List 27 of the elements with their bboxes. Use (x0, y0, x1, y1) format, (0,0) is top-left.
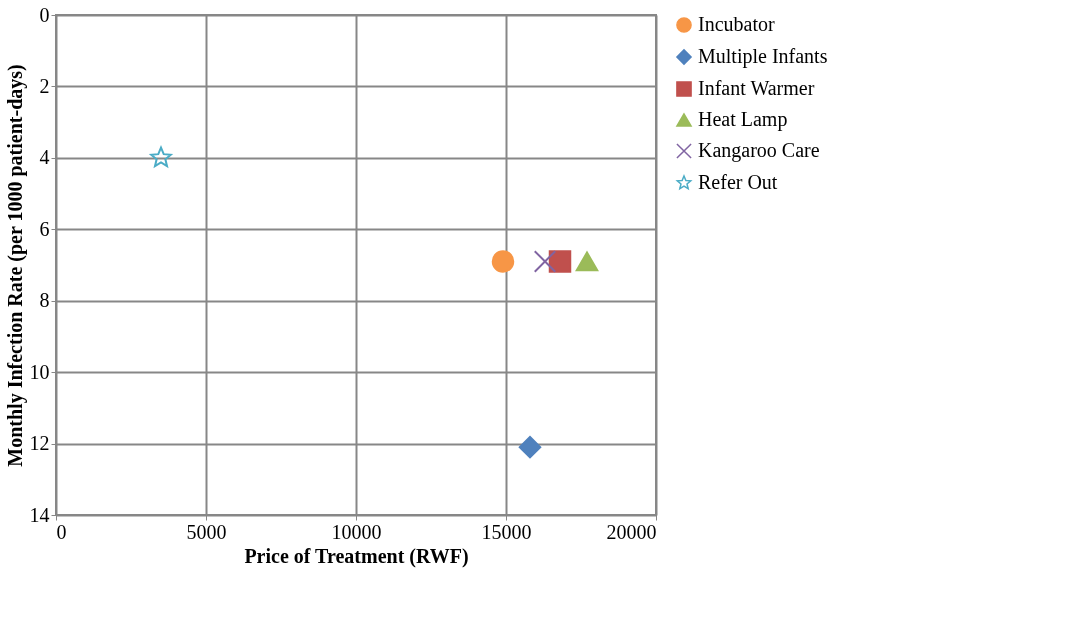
y-axis-title: Monthly Infection Rate (per 1000 patient-days) (3, 64, 27, 467)
y-tick-label: 10 (29, 360, 50, 383)
x-tick-label: 10000 (331, 520, 382, 543)
legend-label: Incubator (698, 13, 775, 35)
legend-label: Refer Out (698, 171, 778, 193)
x-tick-label: 20000 (606, 520, 657, 543)
legend-label: Infant Warmer (698, 77, 815, 99)
point (575, 251, 599, 272)
legend-label: Multiple Infants (698, 45, 828, 68)
legend-label: Kangaroo Care (698, 139, 820, 162)
y-tick-label: 0 (39, 3, 50, 26)
y-tick-label: 2 (39, 74, 50, 97)
y-tick-label: 12 (29, 432, 50, 455)
point (491, 250, 515, 273)
point (518, 435, 542, 459)
y-tick-label: 8 (39, 289, 50, 312)
point (533, 250, 557, 273)
x-tick-label: 5000 (186, 520, 227, 543)
x-tick-label: 0 (56, 520, 67, 543)
y-tick-label: 6 (39, 217, 50, 240)
x-tick-label: 15000 (481, 520, 532, 543)
y-tick-label: 4 (39, 146, 50, 169)
y-tick-label: 14 (29, 503, 50, 526)
point (548, 250, 572, 273)
legend-label: Heat Lamp (698, 108, 788, 131)
point (150, 146, 172, 168)
x-axis-title: Price of Treatment (RWF) (244, 544, 469, 568)
